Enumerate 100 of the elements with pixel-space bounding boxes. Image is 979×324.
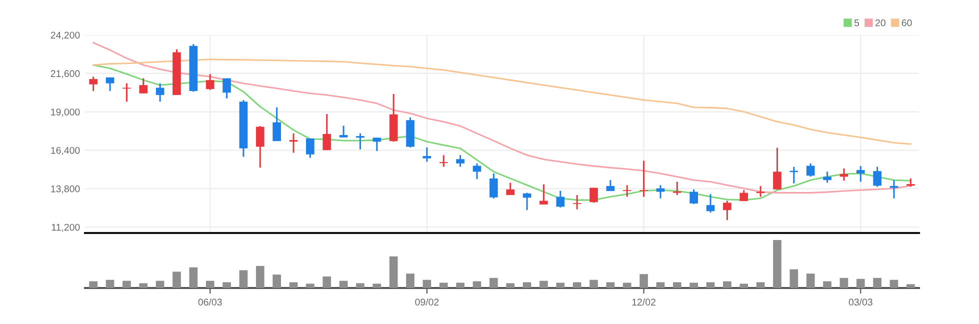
bar <box>406 274 414 288</box>
candlestick <box>656 184 665 200</box>
candlestick <box>522 192 532 211</box>
candlestick <box>873 166 882 188</box>
bar <box>372 284 382 288</box>
bar <box>189 267 198 288</box>
bar <box>740 284 748 288</box>
candlestick <box>206 73 214 91</box>
candlestick <box>256 125 264 168</box>
candlestick <box>706 193 715 214</box>
candlestick <box>489 172 498 200</box>
candlestick <box>640 160 648 198</box>
y-tick-label: 21,600 <box>50 70 80 78</box>
candlestick <box>272 106 281 142</box>
bar <box>773 240 782 288</box>
candlestick <box>823 170 832 184</box>
bar <box>622 282 632 288</box>
bar <box>873 278 882 288</box>
candlestick <box>690 188 698 205</box>
candlestick <box>422 146 432 163</box>
bar <box>472 281 482 288</box>
bar <box>439 282 448 288</box>
x-tick-label: 03/03 <box>848 298 872 306</box>
bar <box>106 280 114 288</box>
bar <box>690 282 698 288</box>
bar <box>556 282 565 288</box>
legend-label: 20 <box>876 19 886 26</box>
candlestick <box>106 76 114 92</box>
bar <box>489 278 498 288</box>
y-tick-label: 16,400 <box>51 146 80 156</box>
bar <box>456 282 464 288</box>
bar <box>656 282 665 288</box>
candlestick <box>556 190 565 208</box>
candlestick <box>89 76 98 92</box>
bar <box>840 278 848 288</box>
candlestick <box>306 138 314 159</box>
bar <box>756 282 765 288</box>
bar <box>339 280 348 288</box>
candlestick <box>723 200 732 221</box>
bar <box>389 256 398 288</box>
candlestick <box>840 168 848 182</box>
candlestick <box>439 154 448 168</box>
candlestick <box>773 146 782 190</box>
bar <box>506 283 515 288</box>
bar <box>206 280 214 288</box>
bar <box>606 282 615 288</box>
bar <box>89 281 98 288</box>
y-tick-label: 13,800 <box>51 185 80 194</box>
candlestick <box>372 136 382 152</box>
bar <box>522 282 532 288</box>
x-tick-label: 12/02 <box>632 298 656 306</box>
bar <box>540 280 548 288</box>
bar <box>422 280 432 288</box>
candlestick <box>506 182 515 196</box>
candlestick <box>856 165 865 182</box>
bar <box>906 284 915 288</box>
bar <box>590 280 598 288</box>
candlestick <box>672 180 682 196</box>
bar <box>139 283 148 288</box>
y-tick-label: 24,200 <box>50 32 80 40</box>
bar <box>272 274 281 288</box>
bar <box>122 280 131 288</box>
candlestick <box>540 184 548 206</box>
legend-label: 60 <box>902 19 912 26</box>
bar <box>790 269 798 288</box>
bar <box>322 276 332 288</box>
candlestick <box>622 184 632 198</box>
candlestick <box>222 78 231 100</box>
candlestick <box>356 132 364 150</box>
y-tick-label: 11,200 <box>52 224 80 232</box>
bar <box>640 274 648 288</box>
candlestick <box>156 82 164 102</box>
candlestick <box>806 162 815 178</box>
bar <box>856 278 865 288</box>
line-series <box>92 58 912 145</box>
bar <box>823 281 832 288</box>
candlestick <box>322 113 332 151</box>
x-tick-label: 09/02 <box>415 298 439 306</box>
candlestick <box>456 154 464 168</box>
bar <box>239 270 248 288</box>
candlestick <box>139 78 148 94</box>
bar <box>572 282 582 288</box>
bar <box>706 282 715 288</box>
bar <box>890 280 898 288</box>
bar <box>156 280 164 288</box>
bar <box>222 282 231 288</box>
candlestick <box>590 187 598 204</box>
candlestick <box>572 194 582 210</box>
legend-label: 5 <box>854 19 860 26</box>
candlestick <box>339 124 348 138</box>
bar <box>172 272 181 288</box>
bar <box>256 266 264 288</box>
bar <box>672 282 682 288</box>
bar <box>723 281 732 288</box>
x-tick-label: 06/03 <box>198 298 222 306</box>
y-tick-label: 19,000 <box>51 108 80 117</box>
bar <box>806 274 815 288</box>
bar <box>306 284 314 288</box>
bar <box>356 283 364 288</box>
candlestick <box>890 179 898 200</box>
